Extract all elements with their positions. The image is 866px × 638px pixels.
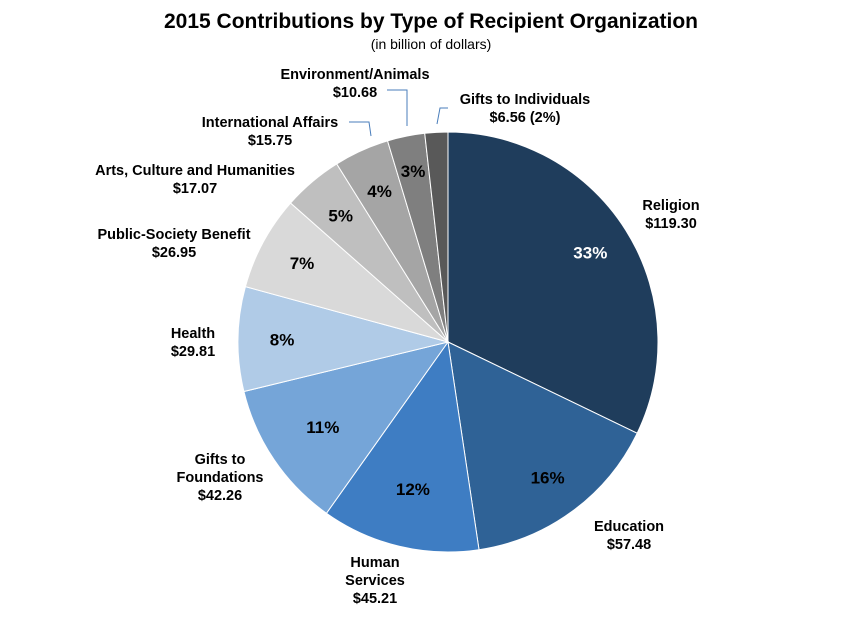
slice-gifts-to <box>243 341 450 514</box>
label-line: Gifts to Individuals <box>460 92 591 108</box>
label-line: Services <box>345 573 405 589</box>
label-line: $45.21 <box>353 591 397 607</box>
label-line: $17.07 <box>173 181 217 197</box>
label-line: Gifts to <box>195 452 246 468</box>
label-human: Human Services $45.21 <box>345 555 405 607</box>
slice-human <box>325 340 480 553</box>
chart-title: 2015 Contributions by Type of Recipient … <box>164 10 698 33</box>
pct-label-health: 8% <box>270 331 295 350</box>
chart-subtitle: (in billion of dollars) <box>371 36 492 52</box>
label-line: $10.68 <box>333 85 377 101</box>
label-line: Foundations <box>177 470 264 486</box>
label-line: $42.26 <box>198 488 242 504</box>
pct-label-human: 12% <box>396 480 430 499</box>
label-line: Arts, Culture and Humanities <box>95 163 295 179</box>
label-health: Health $29.81 <box>171 326 215 360</box>
pct-label-international-affairs: 4% <box>367 182 392 201</box>
label-line: $6.56 (2%) <box>490 110 561 126</box>
leader-lines <box>349 89 448 137</box>
slice-health <box>237 286 449 393</box>
leader-line-environment-animals <box>387 89 408 126</box>
percent-labels: 33% 16% 12% 11% 8% 7% 5% 4% 3% <box>270 162 608 499</box>
label-education: Education $57.48 <box>594 519 664 553</box>
pct-label-environment-animals: 3% <box>401 162 426 181</box>
label-public-society-benefit: Public-Society Benefit $26.95 <box>97 227 250 261</box>
pct-label-public-society-benefit: 7% <box>290 254 315 273</box>
pct-label-religion: 33% <box>573 244 607 263</box>
label-religion: Religion $119.30 <box>642 198 699 232</box>
label-gifts-to-individuals: Gifts to Individuals $6.56 (2%) <box>460 92 591 126</box>
pct-label-gifts-to: 11% <box>306 418 339 437</box>
leader-line-gifts-to-individuals <box>436 107 448 125</box>
leader-line-international-affairs <box>349 121 372 137</box>
label-gifts-to: Gifts to Foundations $42.26 <box>177 452 264 504</box>
label-line: International Affairs <box>202 115 338 131</box>
label-international-affairs: International Affairs $15.75 <box>202 115 338 149</box>
label-line: Human <box>350 555 399 571</box>
label-line: $29.81 <box>171 344 215 360</box>
label-line: Environment/Animals <box>280 67 429 83</box>
label-environment-animals: Environment/Animals $10.68 <box>280 67 429 101</box>
label-line: Health <box>171 326 215 342</box>
category-labels: Religion $119.30 Education $57.48 Human Servi… <box>95 67 700 607</box>
label-line: $119.30 <box>645 216 697 232</box>
label-arts-culture-and-humanities: Arts, Culture and Humanities $17.07 <box>95 163 295 197</box>
label-line: Education <box>594 519 664 535</box>
label-line: Public-Society Benefit <box>97 227 250 243</box>
slice-religion <box>447 131 659 434</box>
pie-slices <box>237 131 659 553</box>
slice-education <box>447 341 638 551</box>
pct-label-arts-culture-and-humanities: 5% <box>328 206 353 225</box>
label-line: $15.75 <box>248 133 292 149</box>
label-line: $57.48 <box>607 537 651 553</box>
label-line: Religion <box>642 198 699 214</box>
slice-gifts-to-individuals <box>424 131 449 343</box>
pct-label-education: 16% <box>531 468 565 487</box>
label-line: $26.95 <box>152 245 196 261</box>
